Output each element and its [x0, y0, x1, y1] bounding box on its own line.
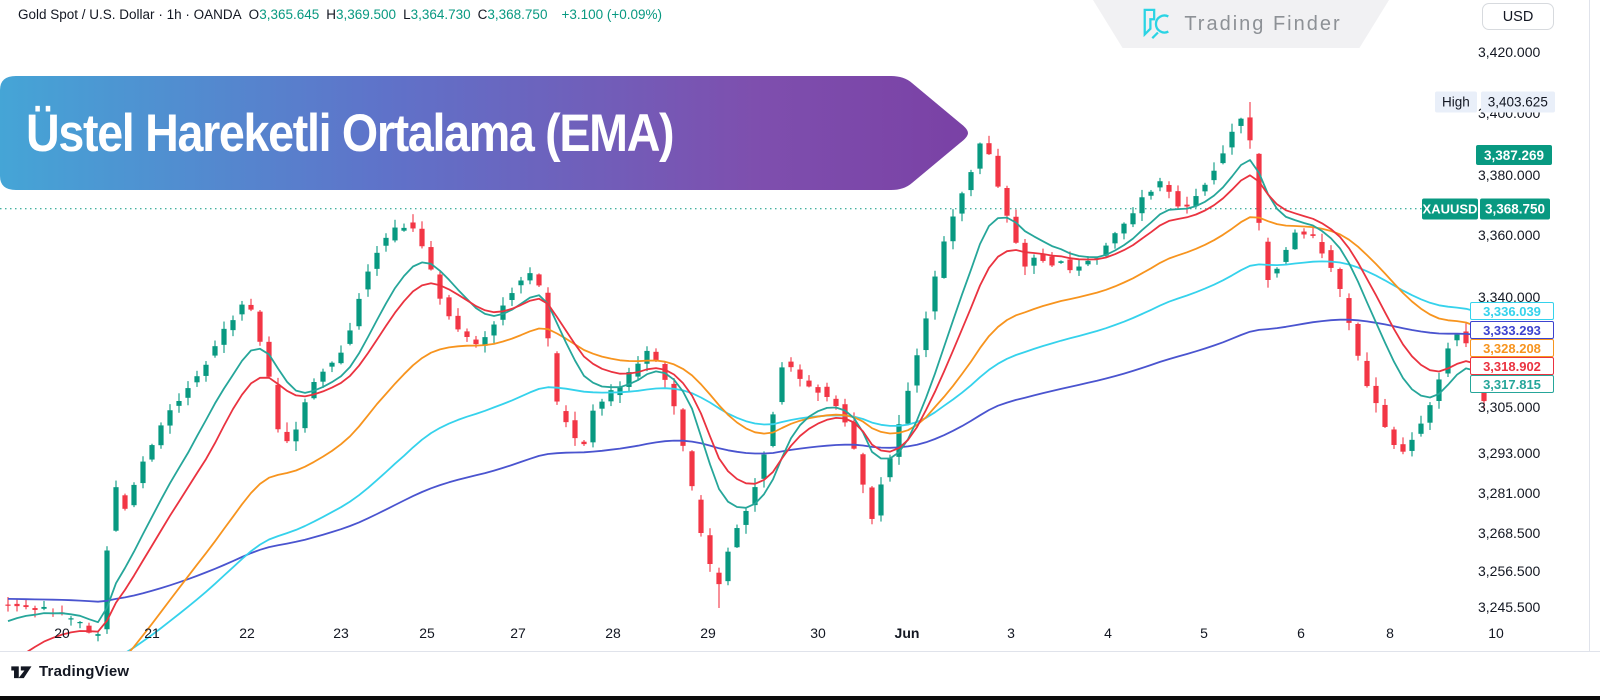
trading-finder-logo-icon	[1143, 8, 1170, 39]
ohlc-values: O3,365.645 H3,369.500 L3,364.730 C3,368.750	[249, 7, 555, 22]
time-tick: 5	[1200, 625, 1208, 641]
time-tick: 27	[510, 625, 526, 641]
time-tick: 30	[810, 625, 826, 641]
ema-value-badge: 3,333.293	[1470, 321, 1554, 339]
high-value: 3,403.625	[1480, 91, 1555, 113]
time-tick: 21	[144, 625, 160, 641]
candles-layer	[5, 102, 1487, 642]
symbol-title[interactable]: Gold Spot / U.S. Dollar · 1h · OANDA	[18, 7, 242, 22]
price-tick: 3,380.000	[1478, 167, 1541, 183]
time-tick: Jun	[894, 625, 920, 641]
price-marker-badge: 3,387.269	[1476, 145, 1552, 165]
currency-button[interactable]: USD	[1482, 3, 1554, 30]
time-axis-separator	[0, 651, 1600, 652]
price-tick: 3,420.000	[1478, 44, 1541, 60]
time-tick: 23	[333, 625, 349, 641]
time-tick: 6	[1297, 625, 1305, 641]
banner-title: Üstel Hareketli Ortalama (EMA)	[26, 103, 675, 163]
brand-name: Trading Finder	[1184, 12, 1342, 35]
ema-line	[126, 260, 1485, 651]
time-tick: 29	[700, 625, 716, 641]
ohlc-h: H3,369.500	[326, 7, 397, 22]
ohlc-c: C3,368.750	[477, 7, 548, 22]
symbol-legend: Gold Spot / U.S. Dollar · 1h · OANDA O3,…	[18, 7, 662, 22]
price-tick: 3,256.500	[1478, 563, 1541, 579]
session-high-label: High 3,403.625	[1435, 91, 1555, 113]
tradingview-logo-icon	[11, 665, 32, 678]
ema-line	[26, 174, 1485, 651]
price-axis-separator	[1589, 0, 1590, 651]
time-tick: 10	[1488, 625, 1504, 641]
last-price-value: 3,368.750	[1480, 198, 1550, 220]
bottom-border	[0, 696, 1600, 700]
ema-value-badge: 3,318.902	[1470, 357, 1554, 375]
ohlc-o: O3,365.645	[248, 7, 320, 22]
ema-value-badge: 3,336.039	[1470, 302, 1554, 320]
title-banner: Üstel Hareketli Ortalama (EMA)	[0, 74, 975, 192]
price-tick: 3,293.000	[1478, 445, 1541, 461]
price-axis[interactable]: 3,420.000 3,400.000 3,380.000 3,360.000 3,34…	[0, 0, 1600, 651]
ohlc-l: L3,364.730	[403, 7, 471, 22]
price-tick: 3,360.000	[1478, 227, 1541, 243]
time-tick: 25	[419, 625, 435, 641]
last-price-symbol: XAUUSD	[1422, 198, 1478, 220]
ema-value-badge: 3,317.815	[1470, 375, 1554, 393]
ema-value-badge: 3,328.208	[1470, 339, 1554, 357]
tradingview-watermark-label: TradingView	[39, 662, 130, 680]
change-value: +3.100 (+0.09%)	[561, 7, 663, 22]
tradingview-watermark[interactable]: TradingView	[10, 658, 129, 684]
price-tick: 3,340.000	[1478, 289, 1541, 305]
price-tick: 3,268.500	[1478, 525, 1541, 541]
ema-line	[7, 318, 1485, 603]
ema-line	[129, 216, 1485, 651]
banner-ribbon-shape	[0, 76, 968, 190]
price-tick: 3,305.000	[1478, 399, 1541, 415]
last-price-label: XAUUSD 3,368.750	[1422, 198, 1550, 220]
ema-line	[7, 159, 1485, 624]
time-tick: 4	[1104, 625, 1112, 641]
time-tick: 8	[1386, 625, 1394, 641]
time-tick: 3	[1007, 625, 1015, 641]
price-tick: 3,245.500	[1478, 599, 1541, 615]
time-tick: 22	[239, 625, 255, 641]
brand-ribbon: Trading Finder	[1093, 0, 1389, 48]
price-tick: 3,281.000	[1478, 485, 1541, 501]
time-tick: 28	[605, 625, 621, 641]
high-chip: High	[1435, 91, 1477, 113]
time-tick: 20	[54, 625, 70, 641]
